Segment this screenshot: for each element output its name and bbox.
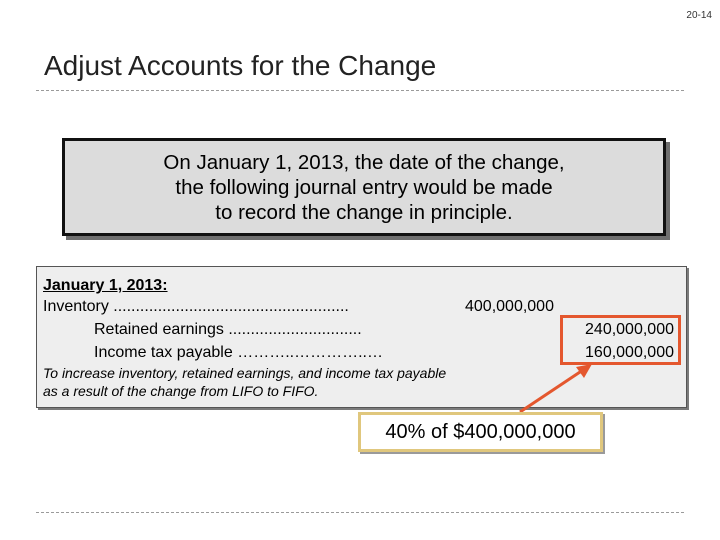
callout-line: On January 1, 2013, the date of the chan…	[163, 150, 565, 174]
tax-rate-annotation: 40% of $400,000,000	[358, 412, 603, 452]
journal-account-inventory: Inventory ..............................…	[43, 298, 349, 315]
footer-divider	[36, 512, 684, 513]
journal-entry-box: January 1, 2013: Inventory .............…	[36, 266, 687, 408]
journal-note: To increase inventory, retained earnings…	[43, 365, 447, 399]
journal-date: January 1, 2013:	[43, 277, 168, 294]
journal-debit-inventory: 400,000,000	[465, 298, 554, 315]
explanation-callout: On January 1, 2013, the date of the chan…	[62, 138, 666, 236]
callout-line: to record the change in principle.	[215, 200, 513, 224]
callout-line: the following journal entry would be mad…	[175, 175, 553, 199]
journal-credit-retained-earnings: 240,000,000	[585, 321, 674, 338]
journal-credit-income-tax-payable: 160,000,000	[585, 344, 674, 361]
credit-amounts-highlight	[560, 315, 681, 365]
journal-account-income-tax-payable: Income tax payable ………..…………..…	[94, 344, 383, 361]
title-divider	[36, 90, 684, 91]
slide-title: Adjust Accounts for the Change	[44, 50, 437, 81]
journal-account-retained-earnings: Retained earnings ......................…	[94, 321, 362, 338]
page-number: 20-14	[686, 10, 712, 21]
